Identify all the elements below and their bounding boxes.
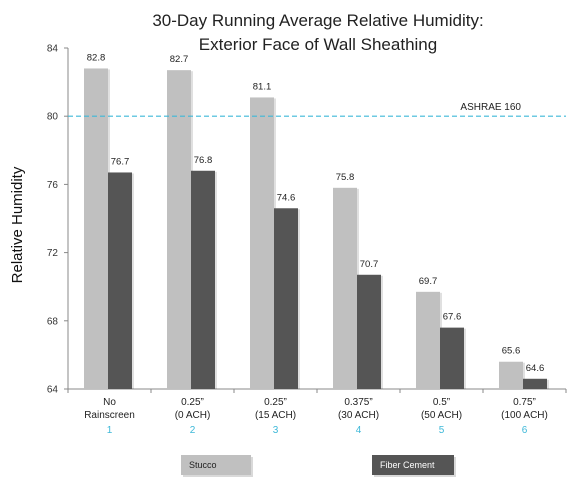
plot-area: 64687276808482.876.7NoRainscreen182.776.… [47,44,567,436]
x-category-label: No [103,397,116,408]
x-category-label: (100 ACH) [501,410,548,421]
bar-stucco [499,361,523,389]
x-category-label: 0.75” [513,397,536,408]
bar-value-label: 75.8 [336,172,355,183]
bar-value-label: 81.1 [253,81,272,92]
x-category-index: 1 [107,425,113,436]
y-tick-label: 80 [47,112,59,123]
bar-value-label: 82.8 [87,52,106,63]
bar-value-label: 82.7 [170,54,189,65]
x-category-label: 0.375” [344,397,372,408]
bar-value-label: 74.6 [277,192,296,203]
x-category-label: 0.5” [433,397,450,408]
x-category-index: 5 [439,425,445,436]
bar-stucco [333,187,357,389]
bar-stucco [416,291,440,389]
bar-stucco [84,68,108,390]
chart-title-line-2: Exterior Face of Wall Sheathing [199,35,437,54]
bar-value-label: 76.7 [111,156,130,167]
x-category-index: 2 [190,425,196,436]
x-category-label: (50 ACH) [421,410,462,421]
x-category-label: (30 ACH) [338,410,379,421]
bar-fiber-cement [191,170,215,389]
x-category-index: 6 [522,425,528,436]
bar-value-label: 64.6 [526,363,545,374]
bar-fiber-cement [523,378,547,389]
reference-line-label: ASHRAE 160 [460,102,521,113]
legend-swatch-fiber-cement [372,455,454,475]
bar-fiber-cement [108,172,132,389]
legend-label: Stucco [189,460,217,470]
x-category-index: 3 [273,425,279,436]
y-tick-label: 72 [47,248,59,259]
legend: Stucco Fiber Cement [181,455,456,477]
x-category-label: 0.25” [264,397,287,408]
x-category-label: Rainscreen [84,410,135,421]
bar-fiber-cement [440,327,464,389]
legend-label: Fiber Cement [380,460,435,470]
bar-stucco [167,70,191,389]
y-tick-label: 68 [47,316,59,327]
chart-title-line-1: 30-Day Running Average Relative Humidity… [152,11,483,30]
x-category-index: 4 [356,425,362,436]
bar-fiber-cement [274,208,298,389]
y-axis-label: Relative Humidity [9,166,26,283]
bar-value-label: 69.7 [419,276,438,287]
bar-value-label: 65.6 [502,346,521,357]
x-category-label: 0.25” [181,397,204,408]
y-tick-label: 64 [47,385,59,396]
bar-stucco [250,97,274,389]
y-tick-label: 84 [47,44,59,55]
bar-fiber-cement [357,274,381,389]
y-tick-label: 76 [47,180,59,191]
bar-value-label: 67.6 [443,312,462,323]
x-category-label: (15 ACH) [255,410,296,421]
legend-swatch-stucco [181,455,251,475]
bar-value-label: 76.8 [194,155,213,166]
x-category-label: (0 ACH) [175,410,211,421]
bar-value-label: 70.7 [360,259,379,270]
